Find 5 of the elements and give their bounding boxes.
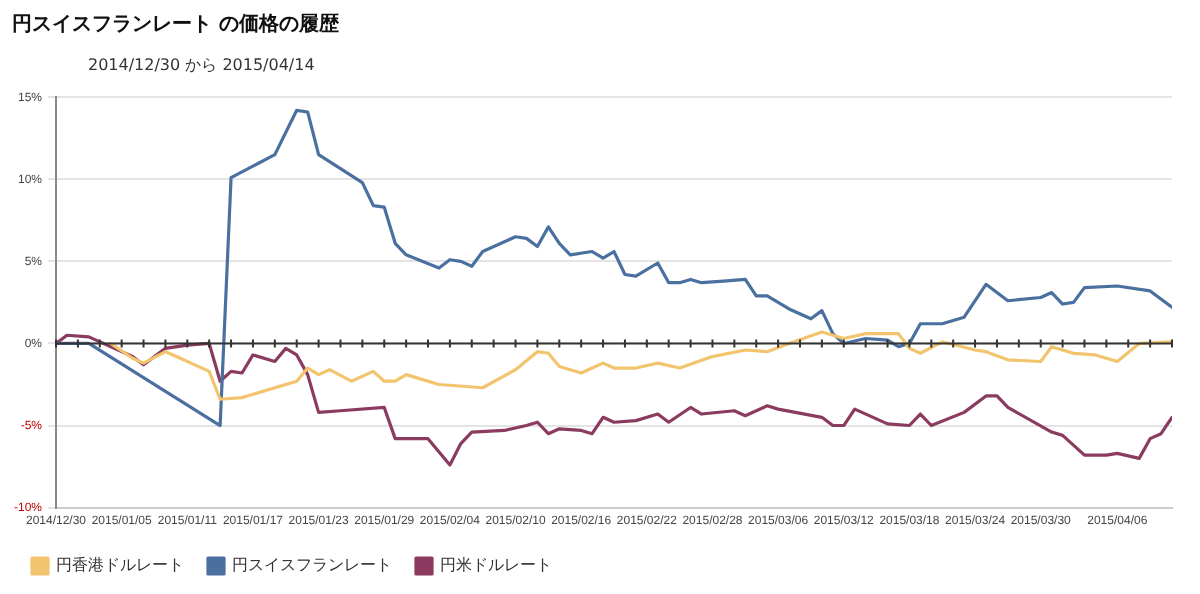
legend-label: 円スイスフランレート xyxy=(232,556,392,575)
legend-label: 円香港ドルレート xyxy=(56,556,184,575)
legend-label: 円米ドルレート xyxy=(440,556,552,575)
chart-title: 円スイスフランレート の価格の履歴 xyxy=(12,11,339,38)
chart-subtitle: 2014/12/30 から 2015/04/14 xyxy=(88,54,315,76)
